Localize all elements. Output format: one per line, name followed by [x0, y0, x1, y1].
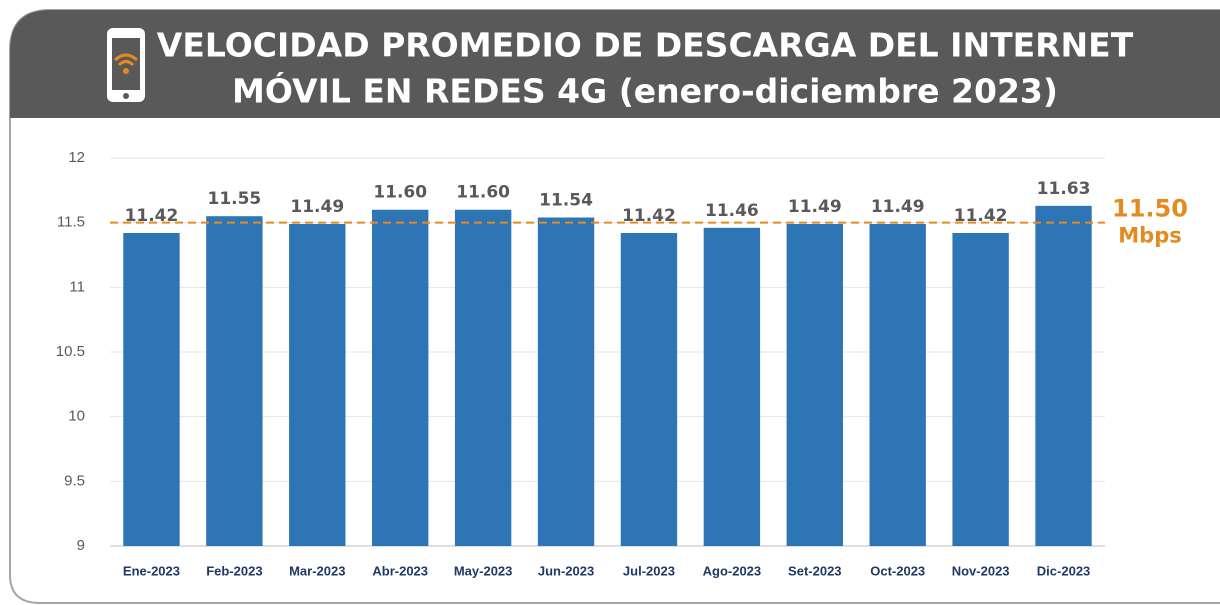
value-label: 11.60 — [373, 183, 427, 203]
y-tick-label: 10.5 — [56, 343, 85, 360]
chart-title: VELOCIDAD PROMEDIO DE DESCARGA DEL INTER… — [157, 26, 1134, 65]
x-tick-label: May-2023 — [454, 563, 513, 578]
x-tick-label: Jun-2023 — [538, 563, 594, 578]
bar — [454, 209, 512, 546]
header-band — [10, 10, 1220, 118]
bar — [786, 223, 843, 546]
value-label: 11.49 — [871, 197, 925, 217]
value-label: 11.60 — [456, 183, 510, 203]
bar — [952, 233, 1009, 546]
bar — [206, 216, 263, 546]
value-label: 11.54 — [539, 190, 593, 210]
x-tick-label: Ago-2023 — [703, 563, 762, 578]
x-tick-label: Mar-2023 — [289, 563, 345, 578]
x-tick-label: Abr-2023 — [372, 563, 428, 578]
bar — [289, 223, 346, 546]
bar — [703, 227, 761, 546]
bar — [537, 217, 595, 546]
x-tick-label: Nov-2023 — [952, 563, 1010, 578]
x-tick-label: Dic-2023 — [1037, 563, 1090, 578]
bar — [372, 209, 429, 546]
value-label: 11.42 — [622, 206, 676, 226]
chart-title: MÓVIL EN REDES 4G (enero-diciembre 2023) — [232, 71, 1058, 111]
y-tick-label: 9 — [77, 537, 85, 554]
y-tick-label: 11.5 — [57, 214, 85, 231]
y-tick-label: 12 — [68, 149, 85, 166]
x-tick-label: Set-2023 — [788, 563, 841, 578]
y-tick-label: 9.5 — [64, 472, 85, 489]
x-tick-label: Oct-2023 — [870, 563, 925, 578]
value-label: 11.49 — [788, 197, 842, 217]
phone-icon — [107, 28, 145, 102]
bar — [869, 223, 926, 546]
reference-unit: Mbps — [1118, 224, 1181, 248]
value-label: 11.63 — [1037, 179, 1091, 199]
value-label: 11.49 — [290, 197, 344, 217]
reference-label: 11.50 — [1112, 195, 1188, 223]
x-tick-label: Jul-2023 — [623, 563, 675, 578]
value-label: 11.46 — [705, 201, 759, 221]
bar — [123, 233, 180, 546]
value-label: 11.42 — [954, 206, 1008, 226]
x-tick-label: Ene-2023 — [123, 563, 180, 578]
y-tick-label: 11 — [69, 278, 85, 295]
value-label: 11.55 — [207, 189, 261, 209]
y-tick-label: 10 — [68, 408, 85, 425]
bar — [1035, 205, 1092, 546]
value-label: 11.42 — [125, 206, 179, 226]
x-tick-label: Feb-2023 — [206, 563, 262, 578]
bar — [620, 233, 678, 546]
